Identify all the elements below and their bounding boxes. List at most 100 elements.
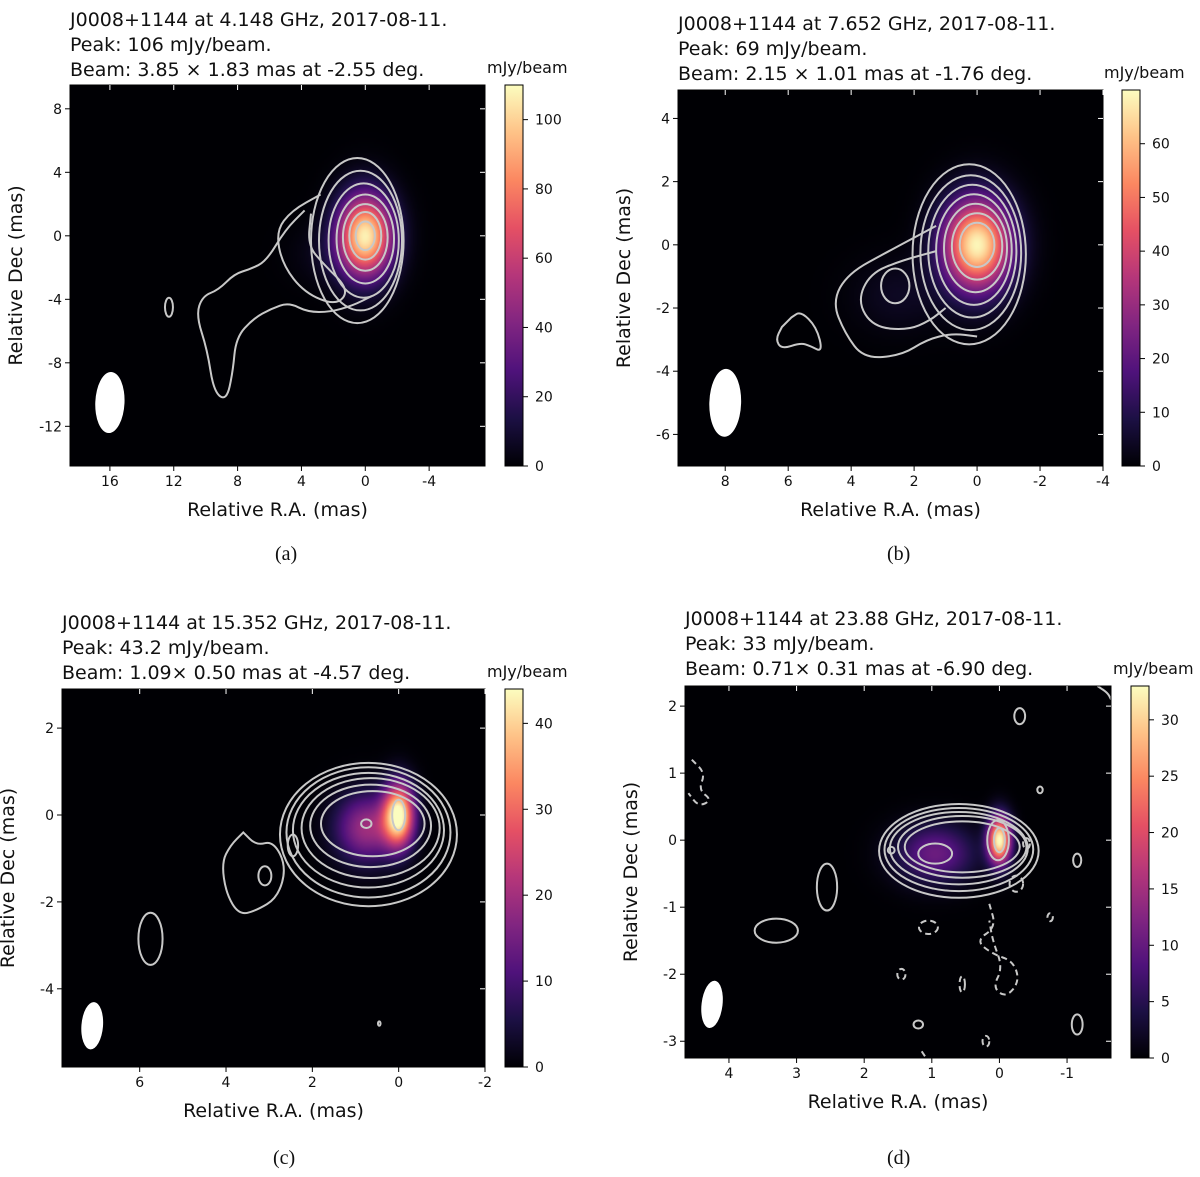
x-tick-label: 3 [792, 1066, 801, 1082]
panel-title-line-2: Peak: 106 mJy/beam. [70, 34, 272, 56]
plot-frame [61, 688, 486, 1068]
y-tick-label: -6 [656, 427, 670, 443]
contour-line [776, 312, 822, 351]
x-tick-label: 0 [973, 474, 982, 490]
panel-title-line-1: J0008+1144 at 23.88 GHz, 2017-08-11. [685, 608, 1063, 630]
colorbar-tick-label: 20 [535, 390, 553, 406]
contour-line [277, 193, 347, 304]
panel-d: J0008+1144 at 23.88 GHz, 2017-08-11. Pea… [600, 588, 1200, 1176]
colorbar-tick-label: 0 [1152, 459, 1161, 475]
y-tick-label: -2 [663, 967, 677, 983]
colorbar [1130, 685, 1150, 1059]
colorbar-tick-label: 40 [535, 716, 553, 732]
x-tick-label: 12 [165, 474, 183, 490]
contour-line [878, 802, 1040, 899]
x-axis-label: Relative R.A. (mas) [187, 499, 368, 521]
colorbar-tick-label: 10 [535, 974, 553, 990]
panel-title-line-1: J0008+1144 at 7.652 GHz, 2017-08-11. [678, 13, 1056, 35]
beam-ellipse [81, 1002, 104, 1050]
colorbar-tick-label: 40 [535, 320, 553, 336]
x-tick-label: -2 [478, 1075, 492, 1091]
x-axis-label: Relative R.A. (mas) [808, 1091, 989, 1113]
colorbar-tick-label: 20 [1152, 352, 1170, 368]
contour-group [776, 163, 1027, 359]
contour-line [687, 758, 710, 806]
y-tick-label: 0 [661, 238, 670, 254]
panel-title-line-3: Beam: 3.85 × 1.83 mas at -2.55 deg. [70, 59, 425, 81]
contour-line [943, 202, 1008, 294]
colorbar-tick-label: 50 [1152, 190, 1170, 206]
colorbar-tick-label: 5 [1161, 995, 1170, 1011]
y-tick-label: -2 [40, 895, 54, 911]
beam-ellipse [709, 368, 742, 437]
contour-line [958, 975, 966, 994]
contour-line [291, 771, 445, 889]
x-tick-label: 4 [847, 474, 856, 490]
contour-line [318, 169, 403, 312]
contour-line [285, 766, 452, 899]
panel-caption: (b) [887, 543, 911, 565]
contour-line [803, 673, 813, 682]
y-tick-label: 4 [661, 111, 670, 127]
beam-ellipse [95, 371, 125, 434]
contour-line [834, 225, 978, 359]
x-tick-label: 16 [101, 474, 119, 490]
colorbar-tick-label: 0 [1161, 1051, 1170, 1067]
contour-line [883, 806, 1035, 893]
colorbar [504, 688, 524, 1068]
panel-a: J0008+1144 at 4.148 GHz, 2017-08-11. Pea… [0, 0, 600, 588]
x-tick-label: -1 [1060, 1066, 1074, 1082]
y-tick-label: 0 [53, 229, 62, 245]
contour-line [360, 818, 373, 830]
contour-line [257, 865, 273, 887]
plot-frame [69, 84, 486, 467]
contour-line [919, 174, 1023, 332]
colorbar-unit-label: mJy/beam [487, 662, 568, 681]
intensity-map [70, 85, 485, 466]
colorbar-tick-label: 20 [1161, 826, 1179, 842]
contour-line [917, 842, 954, 865]
x-tick-label: 2 [860, 1066, 869, 1082]
contour-line [986, 819, 1010, 862]
contour-line [319, 790, 426, 858]
x-tick-label: 4 [297, 474, 306, 490]
y-tick-label: 8 [53, 102, 62, 118]
x-tick-label: 6 [784, 474, 793, 490]
colorbar-tick-label: 60 [1152, 137, 1170, 153]
panel-caption: (d) [887, 1147, 911, 1169]
y-tick-label: -8 [48, 356, 62, 372]
contour-line [859, 250, 947, 330]
x-axis-label: Relative R.A. (mas) [183, 1100, 364, 1122]
intensity-map [678, 90, 1103, 466]
y-tick-label: -12 [39, 419, 62, 435]
colorbar-tick-label: 30 [1161, 713, 1179, 729]
colorbar-tick-label: 25 [1161, 769, 1179, 785]
contour-line [815, 862, 839, 912]
contour-line [1046, 912, 1054, 923]
plot-frame [684, 685, 1112, 1059]
x-tick-label: -4 [422, 474, 436, 490]
x-tick-label: 2 [910, 474, 919, 490]
contour-line [911, 163, 1027, 346]
contour-line [1008, 874, 1025, 893]
colorbar-tick-label: 60 [535, 251, 553, 267]
y-tick-label: -4 [48, 292, 62, 308]
panel-c: J0008+1144 at 15.352 GHz, 2017-08-11. Pe… [0, 588, 600, 1176]
contour-group [163, 157, 405, 399]
intensity-map [685, 686, 1111, 1058]
contour-line [278, 761, 458, 908]
contour-line [222, 830, 285, 915]
contour-line [286, 833, 300, 858]
contour-line [335, 193, 396, 285]
x-tick-label: 0 [394, 1075, 403, 1091]
y-axis-label: Relative Dec (mas) [620, 782, 642, 962]
contour-line [354, 220, 376, 252]
panel-b: J0008+1144 at 7.652 GHz, 2017-08-11. Pea… [600, 0, 1200, 588]
x-tick-label: 4 [724, 1066, 733, 1082]
panel-title-line-3: Beam: 1.09× 0.50 mas at -4.57 deg. [62, 662, 411, 684]
colorbar-tick-label: 100 [535, 113, 562, 129]
contour-line [197, 209, 373, 399]
panel-caption: (c) [273, 1147, 296, 1169]
